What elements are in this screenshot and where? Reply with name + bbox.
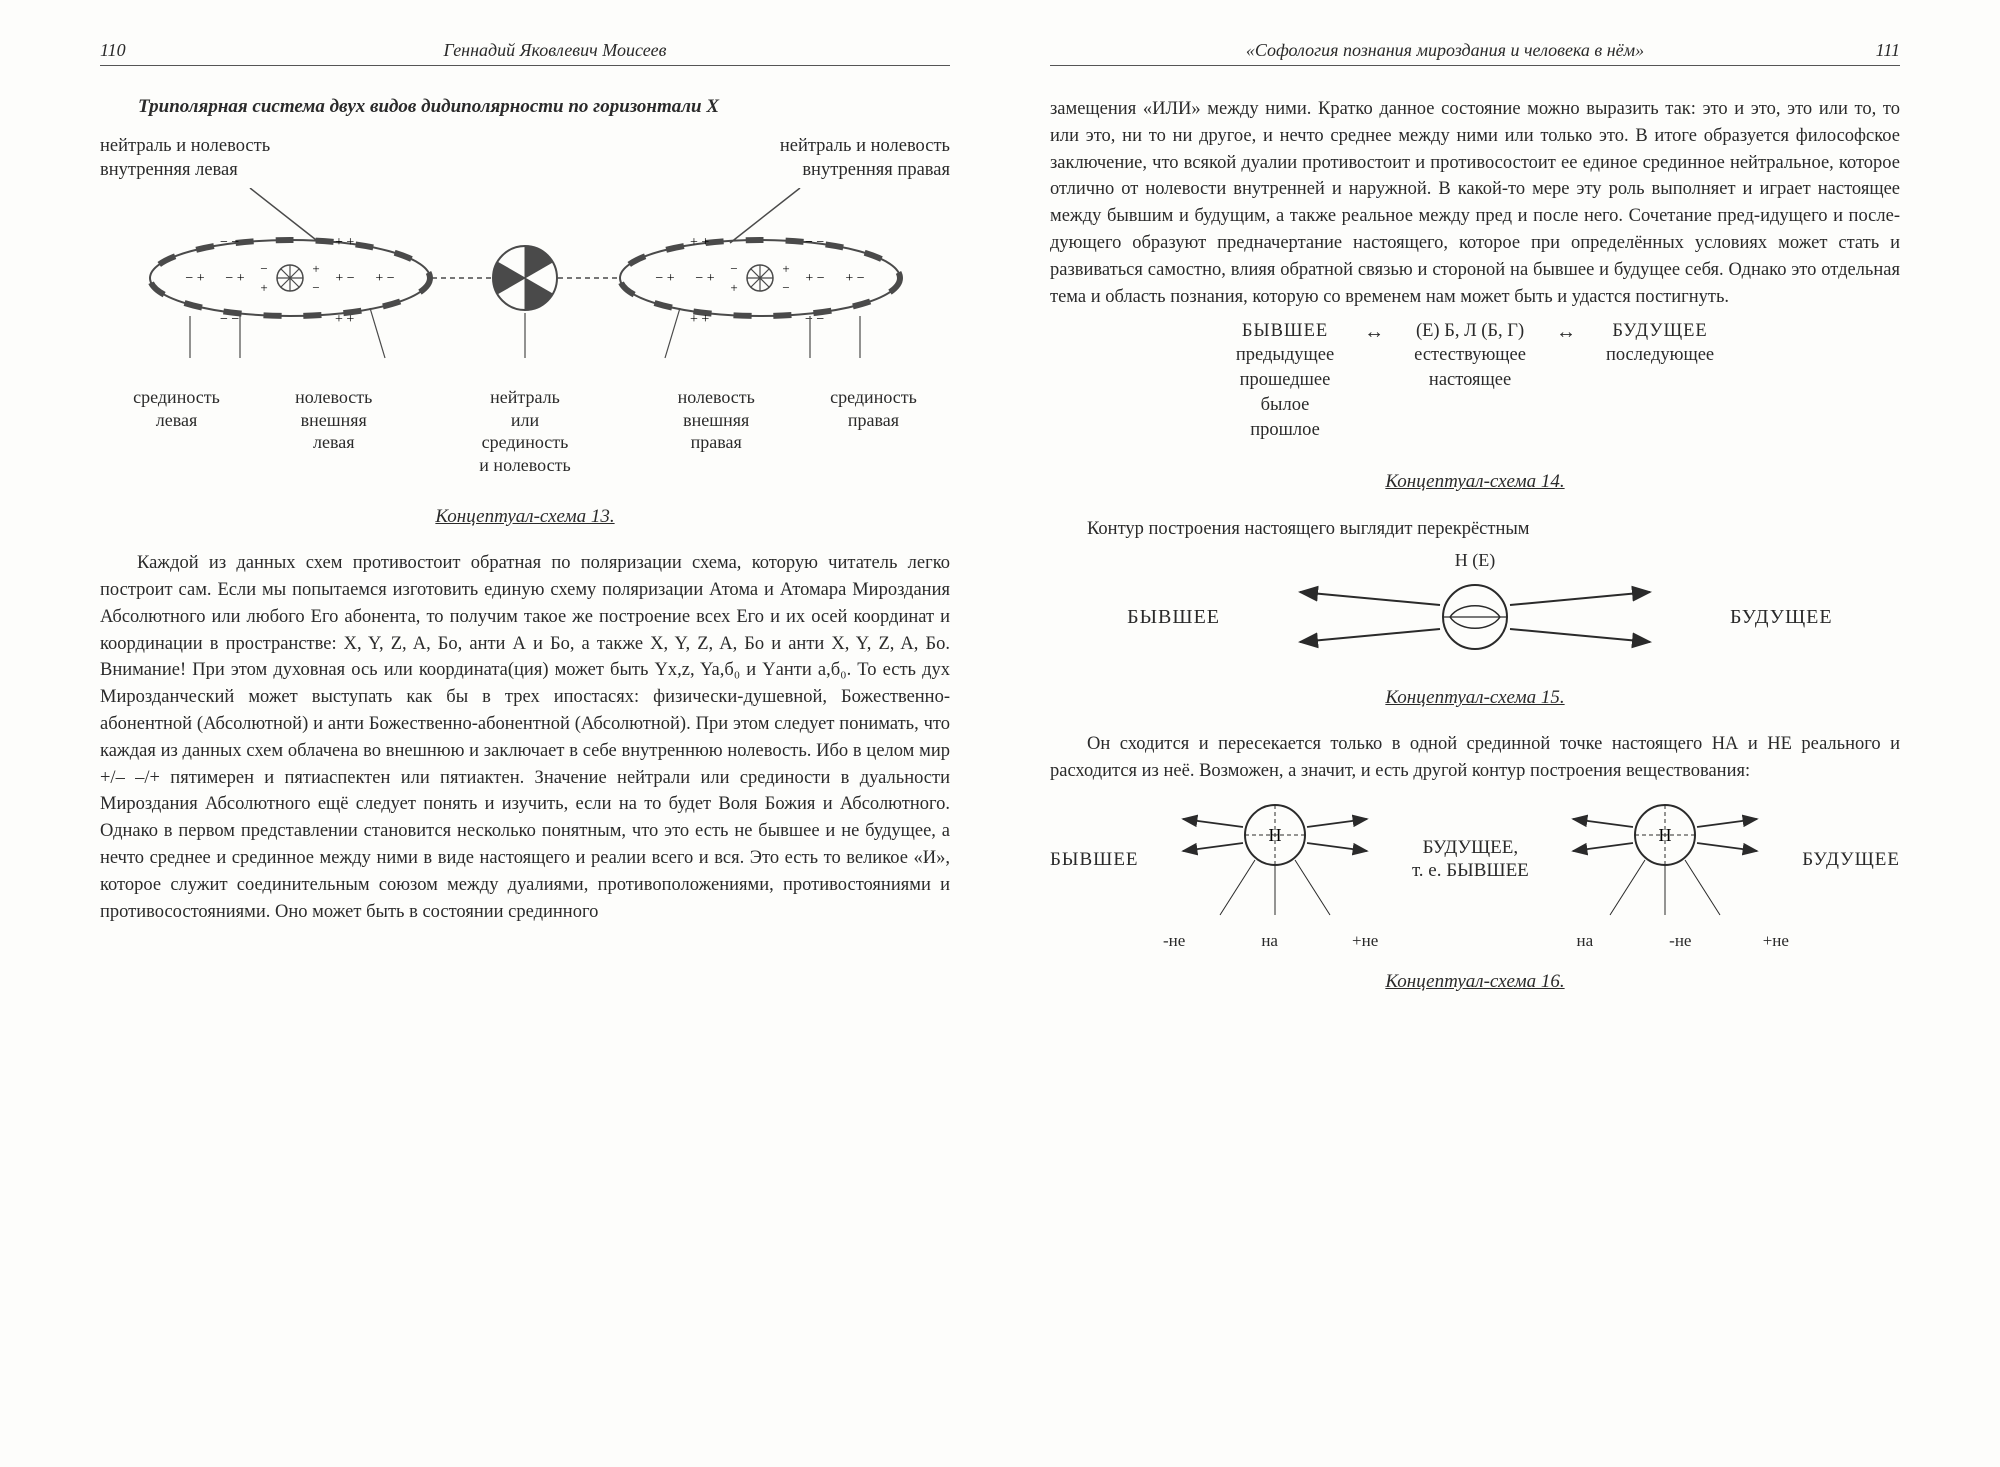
- page-right: «Софология познания мироздания и человек…: [1000, 40, 1950, 1407]
- s14-left-head: БЫВШЕЕ: [1236, 319, 1334, 344]
- s16-ra-c: +не: [1728, 931, 1824, 951]
- svg-text:+ −: + −: [375, 271, 394, 286]
- svg-text:+ +: + +: [335, 235, 354, 250]
- line-cross: Контур построения настоящего выглядит пе…: [1050, 519, 1900, 540]
- s16-la-a: -не: [1126, 931, 1222, 951]
- running-header-left: 110 Геннадий Яковлевич Моисеев: [100, 40, 950, 66]
- svg-text:−: −: [312, 280, 319, 295]
- svg-text:+: +: [260, 280, 267, 295]
- author-name: Геннадий Яковлевич Моисеев: [160, 40, 950, 61]
- svg-text:+: +: [782, 261, 789, 276]
- s14-right-lines: последующее: [1606, 343, 1714, 368]
- page-number-left: 110: [100, 40, 160, 61]
- fig13-b5: срединость правая: [797, 386, 950, 476]
- svg-text:+ −: + −: [845, 271, 864, 286]
- s14-mid-lines: естествующее настоящее: [1414, 343, 1526, 393]
- svg-text:−: −: [260, 261, 267, 276]
- s16-svg-right: Н: [1565, 795, 1765, 925]
- svg-text:− −: − −: [805, 235, 824, 250]
- svg-text:− +: − +: [655, 271, 674, 286]
- svg-text:− −: − −: [220, 312, 239, 327]
- fig13-b3: нейтраль или срединость и нолевость: [415, 386, 636, 476]
- svg-text:− +: − +: [695, 271, 714, 286]
- s14-right-head: БУДУЩЕЕ: [1606, 319, 1714, 344]
- svg-text:+ +: + +: [690, 312, 709, 327]
- s14-arrow-1: ↔: [1364, 319, 1384, 344]
- svg-text:− −: − −: [220, 235, 239, 250]
- svg-text:− +: − +: [225, 271, 244, 286]
- fig13-label-top-right: нейтраль и нолевость внутренняя правая: [780, 134, 950, 182]
- fig13-b4: нолевость внешняя правая: [636, 386, 798, 476]
- book-title: «Софология познания мироздания и человек…: [1050, 40, 1840, 61]
- para-left-1: Каждой из данных схем противостоит обрат…: [100, 550, 950, 925]
- svg-text:+ −: + −: [805, 271, 824, 286]
- scheme-14: БЫВШЕЕ предыдущее прошедшее былое прошло…: [1050, 319, 1900, 444]
- fig13-label-top-left: нейтраль и нолевость внутренняя левая: [100, 134, 270, 182]
- scheme-15: Н (Е) БЫВШЕЕ: [1050, 550, 1900, 667]
- para-right-2: Он сходится и пересекается только в одно…: [1050, 731, 1900, 785]
- figure-13: нейтраль и нолевость внутренняя левая не…: [100, 134, 950, 476]
- s16-ra-a: на: [1537, 931, 1633, 951]
- s16-la-c: +не: [1317, 931, 1413, 951]
- s14-left-lines: предыдущее прошедшее былое прошлое: [1236, 343, 1334, 443]
- s16-l1: БЫВШЕЕ: [1050, 849, 1139, 871]
- svg-text:+ +: + +: [690, 235, 709, 250]
- section-title: Триполярная система двух видов дидиполяр…: [100, 96, 950, 118]
- svg-text:+ −: + −: [335, 271, 354, 286]
- caption-13: Концептуал-схема 13.: [100, 506, 950, 528]
- fig13-b1: срединость левая: [100, 386, 253, 476]
- svg-text:− −: − −: [805, 312, 824, 327]
- s16-l3: БУДУЩЕЕ: [1802, 849, 1900, 871]
- fig13-svg: − + − + + − + − − + + − − − + + − − + +: [130, 188, 920, 378]
- para-right-1: замещения «ИЛИ» между ними. Кратко данно…: [1050, 96, 1900, 311]
- s16-svg-left: Н: [1175, 795, 1375, 925]
- s16-ra-b: -не: [1633, 931, 1729, 951]
- scheme-16: БЫВШЕЕ Н: [1050, 795, 1900, 951]
- book-spread: 110 Геннадий Яковлевич Моисеев Триполярн…: [0, 0, 2000, 1467]
- svg-text:+: +: [730, 280, 737, 295]
- page-left: 110 Геннадий Яковлевич Моисеев Триполярн…: [50, 40, 1000, 1407]
- svg-text:+ +: + +: [335, 312, 354, 327]
- s15-right: БУДУЩЕЕ: [1730, 606, 1900, 629]
- s14-arrow-2: ↔: [1556, 319, 1576, 344]
- caption-16: Концептуал-схема 16.: [1050, 971, 1900, 993]
- s14-mid-head: (E) Б, Л (Б, Г): [1414, 319, 1526, 344]
- fig13-b2: нолевость внешняя левая: [253, 386, 415, 476]
- caption-14: Концептуал-схема 14.: [1050, 471, 1900, 493]
- svg-text:−: −: [730, 261, 737, 276]
- s15-left: БЫВШЕЕ: [1050, 606, 1220, 629]
- svg-text:− +: − +: [185, 271, 204, 286]
- page-number-right: 111: [1840, 40, 1900, 61]
- running-header-right: «Софология познания мироздания и человек…: [1050, 40, 1900, 66]
- svg-text:−: −: [782, 280, 789, 295]
- s15-svg: [1290, 567, 1660, 667]
- s16-l2: БУДУЩЕЕ, т. е. БЫВШЕЕ: [1412, 837, 1529, 883]
- caption-15: Концептуал-схема 15.: [1050, 687, 1900, 709]
- svg-text:+: +: [312, 261, 319, 276]
- s16-la-b: на: [1222, 931, 1318, 951]
